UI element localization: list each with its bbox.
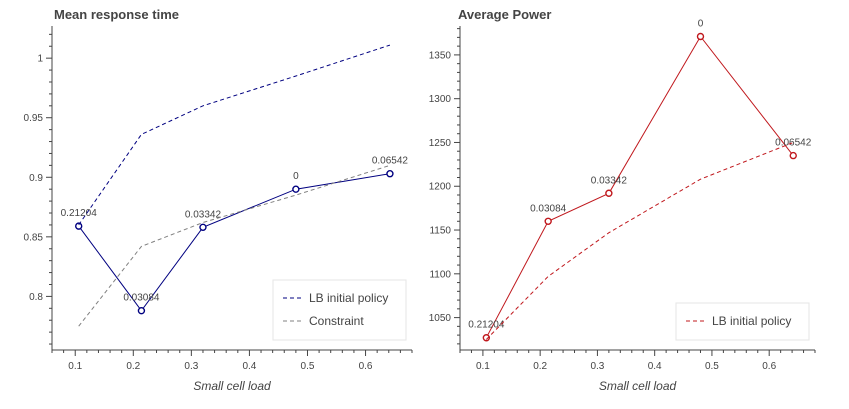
data-label: 0: [698, 19, 704, 30]
y-tick-label: 0.8: [29, 292, 43, 303]
data-label: 0.06542: [775, 138, 812, 149]
y-tick-label: 0.85: [24, 232, 44, 243]
y-tick-label: 1100: [429, 269, 451, 280]
chart-title: Mean response time: [54, 7, 179, 22]
legend: LB initial policy: [675, 302, 810, 341]
y-tick-label: 1250: [429, 138, 452, 149]
chart-panel-2: Average Power 0.1 0.2 0.3 0.4 0.5 0.6 1050 1100 1…: [429, 7, 816, 393]
y-tick-label: 0.95: [24, 113, 44, 124]
legend-box: [675, 302, 810, 341]
x-tick-label: 0.5: [301, 361, 315, 372]
data-point: [386, 170, 394, 178]
x-tick-label: 0.3: [184, 361, 198, 372]
data-label: 0: [293, 171, 299, 182]
data-point: [696, 32, 705, 41]
chart-panel-1: Mean response time 0.1 0.2 0.3 0.4 0.5 0.6 0.8 0…: [24, 7, 413, 393]
data-point: [199, 223, 207, 232]
data-label: 0.21204: [61, 208, 98, 219]
data-point: [789, 151, 797, 160]
y-tick-label: 1050: [429, 313, 452, 324]
y-tick-label: 1150: [429, 226, 451, 237]
data-point: [137, 306, 146, 315]
y-tick-label: 1300: [429, 94, 452, 105]
x-tick-label: 0.4: [242, 361, 256, 372]
legend-label: Constraint: [309, 314, 364, 328]
chart-title: Average Power: [458, 7, 551, 22]
y-tick-label: 0.9: [29, 173, 43, 184]
x-tick-label: 0.1: [476, 361, 490, 372]
data-point: [482, 334, 491, 342]
x-tick-label: 0.6: [359, 361, 373, 372]
data-point: [75, 222, 83, 230]
legend-label: LB initial policy: [309, 291, 388, 305]
legend-box: [272, 279, 407, 341]
legend: LB initial policy Constraint: [272, 279, 407, 341]
data-point: [605, 189, 613, 197]
y-tick-label: 1: [37, 54, 43, 65]
series-line-dashed-1: [485, 142, 794, 340]
data-label: 0.03084: [123, 293, 160, 304]
series-line-dashed-2: [78, 164, 391, 327]
x-tick-label: 0.5: [705, 361, 719, 372]
data-label: 0.03084: [530, 203, 567, 214]
data-point: [292, 185, 300, 193]
x-tick-label: 0.1: [68, 361, 82, 372]
x-axis-label: Small cell load: [193, 379, 271, 393]
series-line-dashed-1: [78, 44, 391, 226]
y-tick-label: 1350: [429, 50, 452, 61]
x-tick-label: 0.2: [533, 361, 547, 372]
x-tick-label: 0.4: [648, 361, 662, 372]
x-axis-label: Small cell load: [599, 379, 677, 393]
x-tick-label: 0.3: [590, 361, 604, 372]
y-tick-label: 1200: [429, 182, 452, 193]
data-label: 0.03342: [591, 175, 628, 186]
x-tick-label: 0.2: [126, 361, 140, 372]
data-point: [544, 217, 552, 225]
data-label: 0.21204: [468, 320, 505, 331]
data-label: 0.03342: [185, 209, 222, 220]
data-label: 0.06542: [372, 156, 409, 167]
x-tick-label: 0.6: [762, 361, 776, 372]
legend-label: LB initial policy: [712, 314, 791, 328]
